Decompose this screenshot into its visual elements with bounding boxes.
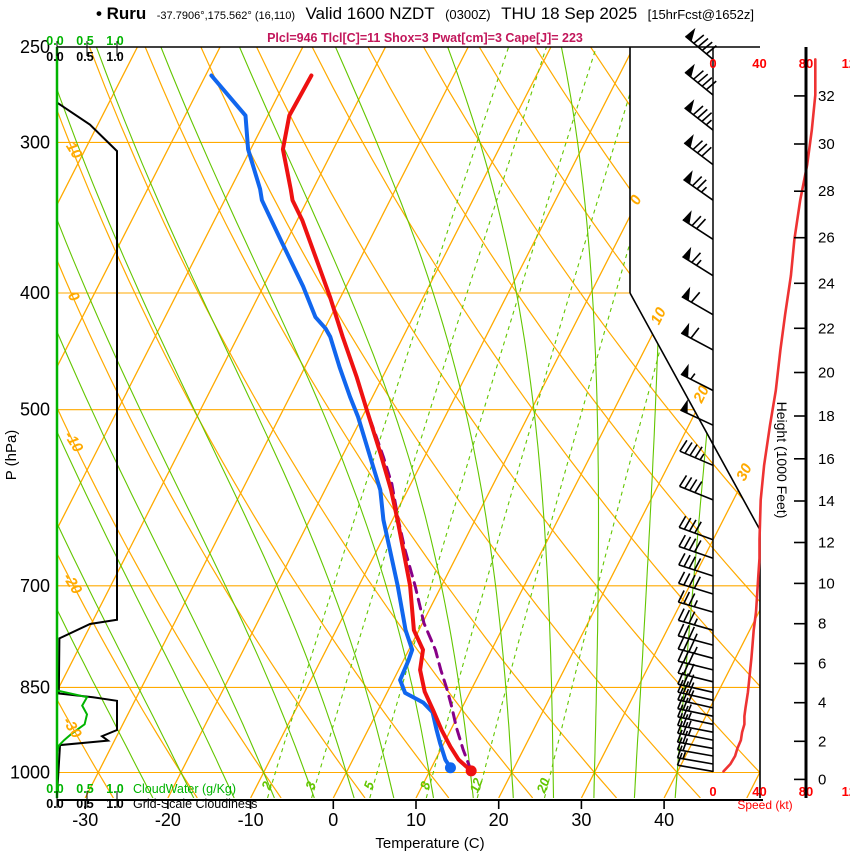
svg-text:22: 22 [818,320,835,337]
svg-text:1.0: 1.0 [106,782,123,796]
svg-text:20: 20 [533,775,553,795]
station-name: Ruru [106,4,147,23]
svg-text:0: 0 [709,784,716,799]
svg-text:10: 10 [647,304,670,327]
svg-text:0.5: 0.5 [76,34,93,48]
svg-text:0.0: 0.0 [46,797,63,811]
svg-text:4: 4 [818,695,826,712]
svg-text:-30: -30 [59,714,85,742]
svg-text:0.5: 0.5 [76,797,93,811]
svg-text:CloudWater (g/Kg): CloudWater (g/Kg) [133,782,236,796]
svg-text:120: 120 [842,56,850,71]
svg-text:30: 30 [818,136,835,153]
station-coords: -37.7906°,175.562° (16,110) [156,10,296,22]
svg-text:20: 20 [690,382,713,406]
svg-text:0: 0 [328,810,338,830]
svg-text:700: 700 [20,576,50,596]
svg-text:Temperature (C): Temperature (C) [375,835,484,852]
svg-text:32: 32 [818,88,835,105]
svg-text:12: 12 [466,775,485,794]
svg-text:-10: -10 [238,810,264,830]
svg-text:P (hPa): P (hPa) [3,430,20,481]
svg-text:20: 20 [818,365,835,382]
svg-text:8: 8 [818,616,826,633]
forecast-tag: [15hrFcst@1652z] [647,7,755,22]
chart-title: • Ruru -37.7906°,175.562° (16,110) Valid… [0,4,850,24]
svg-text:40: 40 [752,784,766,799]
svg-text:24: 24 [818,275,835,292]
svg-text:1000: 1000 [10,763,50,783]
svg-text:-30: -30 [72,810,98,830]
svg-text:850: 850 [20,677,50,697]
svg-text:1.0: 1.0 [106,34,123,48]
svg-text:2: 2 [818,733,826,750]
svg-text:26: 26 [818,230,835,247]
svg-text:500: 500 [20,400,50,420]
sounding-indices: Plcl=946 Tlcl[C]=11 Shox=3 Pwat[cm]=3 Ca… [267,31,583,45]
valid-time: Valid 1600 NZDT [305,4,435,23]
zulu-time: (0300Z) [445,7,491,22]
svg-text:Height (1000 Feet): Height (1000 Feet) [774,402,790,519]
svg-text:14: 14 [818,493,835,510]
svg-text:10: 10 [818,575,835,592]
svg-text:0.0: 0.0 [46,50,63,64]
svg-text:0: 0 [818,771,826,788]
svg-text:6: 6 [818,656,826,673]
svg-text:0.0: 0.0 [46,34,63,48]
svg-text:250: 250 [20,37,50,57]
svg-text:40: 40 [654,810,674,830]
svg-text:1.0: 1.0 [106,50,123,64]
valid-date: THU 18 Sep 2025 [501,4,638,23]
svg-text:300: 300 [20,132,50,152]
svg-text:40: 40 [752,56,766,71]
svg-text:20: 20 [489,810,509,830]
svg-text:0: 0 [709,56,716,71]
svg-text:0: 0 [64,289,83,306]
svg-text:Grid-Scale Cloudiness: Grid-Scale Cloudiness [133,797,257,811]
svg-text:16: 16 [818,451,835,468]
svg-text:28: 28 [818,183,835,200]
svg-text:12: 12 [818,535,835,552]
svg-text:30: 30 [733,460,756,483]
svg-text:10: 10 [406,810,426,830]
svg-text:0.0: 0.0 [46,782,63,796]
svg-text:30: 30 [571,810,591,830]
svg-text:0.5: 0.5 [76,782,93,796]
svg-text:-10: -10 [60,428,86,456]
svg-text:0.5: 0.5 [76,50,93,64]
svg-text:18: 18 [818,408,835,425]
station-bullet: • [95,4,102,23]
svg-text:Speed (kt): Speed (kt) [737,798,792,812]
svg-text:1.0: 1.0 [106,797,123,811]
svg-text:120: 120 [842,784,850,799]
svg-text:400: 400 [20,283,50,303]
svg-text:-20: -20 [155,810,181,830]
